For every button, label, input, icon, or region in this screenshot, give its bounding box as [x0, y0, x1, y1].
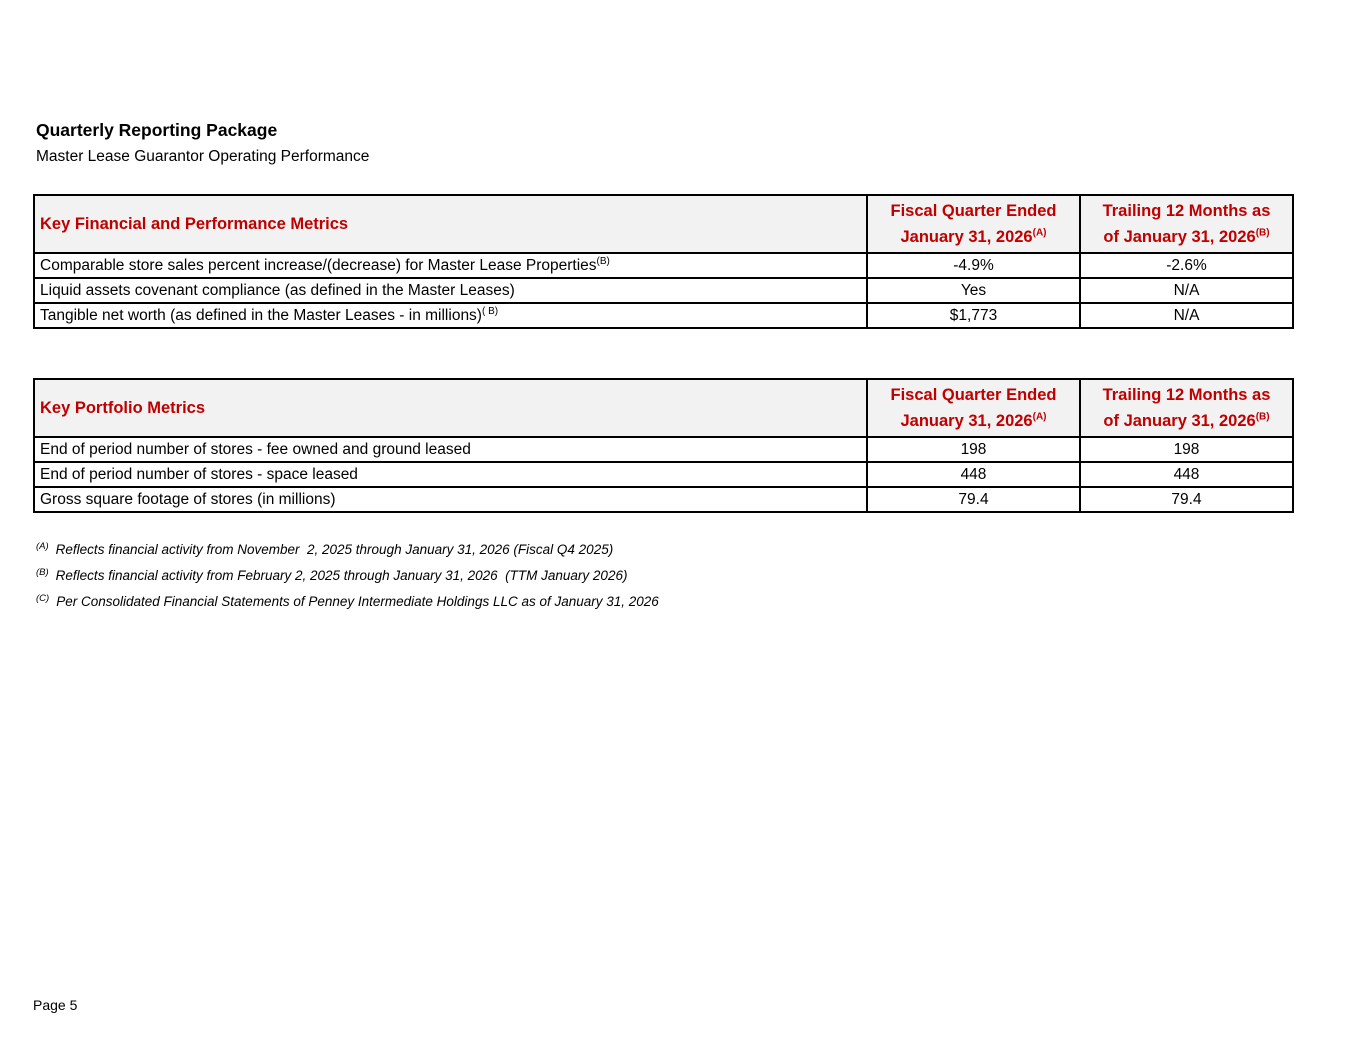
table-row: Tangible net worth (as defined in the Ma…	[33, 302, 1294, 329]
metric-value-quarter: Yes	[866, 277, 1081, 304]
table-row: Liquid assets covenant compliance (as de…	[33, 277, 1294, 304]
metric-value-quarter: 448	[866, 461, 1081, 488]
column-header-line1: Trailing 12 Months as	[1102, 385, 1271, 404]
metric-value-quarter: 79.4	[866, 486, 1081, 513]
table-row: End of period number of stores - space l…	[33, 461, 1294, 488]
page-number: Page 5	[33, 997, 78, 1013]
metric-label-text: Liquid assets covenant compliance (as de…	[40, 281, 515, 299]
footnotes: (A) Reflects financial activity from Nove…	[36, 537, 1292, 615]
footnote-c: (C) Per Consolidated Financial Statements…	[36, 589, 1292, 615]
column-header-line2: January 31, 2026	[900, 228, 1033, 246]
page-title: Quarterly Reporting Package	[36, 120, 278, 140]
metric-label-text: End of period number of stores - fee own…	[40, 440, 471, 458]
metric-value-quarter: $1,773	[866, 302, 1081, 329]
report-content: Quarterly Reporting Package Master Lease…	[33, 120, 1294, 615]
table-row: Gross square footage of stores (in milli…	[33, 486, 1294, 513]
key-financial-metrics-table: Key Financial and Performance Metrics Fi…	[33, 194, 1294, 329]
key-portfolio-metrics-table: Key Portfolio Metrics Fiscal Quarter End…	[33, 378, 1294, 513]
footnote-a: (A) Reflects financial activity from Nove…	[36, 537, 1292, 563]
metric-label: Liquid assets covenant compliance (as de…	[33, 277, 868, 304]
column-header-line2: of January 31, 2026	[1103, 412, 1256, 430]
metric-label: Gross square footage of stores (in milli…	[33, 486, 868, 513]
page-subtitle: Master Lease Guarantor Operating Perform…	[36, 148, 370, 165]
metric-label-text: Gross square footage of stores (in milli…	[40, 490, 336, 508]
footnote-b: (B) Reflects financial activity from Febr…	[36, 563, 1292, 589]
metric-value-ttm: -2.6%	[1079, 252, 1294, 279]
footnote-text: Per Consolidated Financial Statements of…	[56, 594, 659, 609]
footnote-ref-b: (B)	[1255, 411, 1270, 423]
table2-header-row: Key Portfolio Metrics Fiscal Quarter End…	[33, 378, 1294, 438]
column-header-line1: Fiscal Quarter Ended	[890, 201, 1057, 220]
table2-column-header-trailing-12-months: Trailing 12 Months as of January 31, 202…	[1079, 378, 1294, 438]
metric-value-quarter: 198	[866, 436, 1081, 463]
footnote-ref: ( B)	[481, 305, 499, 317]
footnote-ref-b: (B)	[1255, 227, 1270, 239]
table1-column-header-fiscal-quarter: Fiscal Quarter Ended January 31, 2026(A)	[866, 194, 1081, 254]
metric-value-quarter: -4.9%	[866, 252, 1081, 279]
table-row: End of period number of stores - fee own…	[33, 436, 1294, 463]
metric-label: Tangible net worth (as defined in the Ma…	[33, 302, 868, 329]
footnote-marker: (B)	[36, 566, 49, 578]
column-header-line2: of January 31, 2026	[1103, 228, 1256, 246]
table1-header-row: Key Financial and Performance Metrics Fi…	[33, 194, 1294, 254]
metric-label-text: End of period number of stores - space l…	[40, 465, 358, 483]
table2-title: Key Portfolio Metrics	[33, 378, 868, 438]
column-header-line1: Fiscal Quarter Ended	[890, 385, 1057, 404]
metric-value-ttm: N/A	[1079, 277, 1294, 304]
metric-label-text: Tangible net worth (as defined in the Ma…	[40, 306, 482, 324]
metric-value-ttm: 79.4	[1079, 486, 1294, 513]
footnote-text: Reflects financial activity from Novembe…	[55, 542, 614, 557]
metric-value-ttm: 448	[1079, 461, 1294, 488]
metric-value-ttm: 198	[1079, 436, 1294, 463]
footnote-ref-a: (A)	[1032, 411, 1047, 423]
column-header-line2: January 31, 2026	[900, 412, 1033, 430]
footnote-text: Reflects financial activity from Februar…	[55, 568, 628, 583]
footnote-marker: (C)	[36, 592, 50, 604]
metric-label: End of period number of stores - fee own…	[33, 436, 868, 463]
footnote-ref-a: (A)	[1032, 227, 1047, 239]
metric-label: Comparable store sales percent increase/…	[33, 252, 868, 279]
table1-title: Key Financial and Performance Metrics	[33, 194, 868, 254]
metric-label-text: Comparable store sales percent increase/…	[40, 256, 597, 274]
table2-column-header-fiscal-quarter: Fiscal Quarter Ended January 31, 2026(A)	[866, 378, 1081, 438]
footnote-ref: (B)	[596, 255, 610, 267]
table1-column-header-trailing-12-months: Trailing 12 Months as of January 31, 202…	[1079, 194, 1294, 254]
column-header-line1: Trailing 12 Months as	[1102, 201, 1271, 220]
footnote-marker: (A)	[36, 540, 49, 552]
metric-label: End of period number of stores - space l…	[33, 461, 868, 488]
metric-value-ttm: N/A	[1079, 302, 1294, 329]
table-row: Comparable store sales percent increase/…	[33, 252, 1294, 279]
